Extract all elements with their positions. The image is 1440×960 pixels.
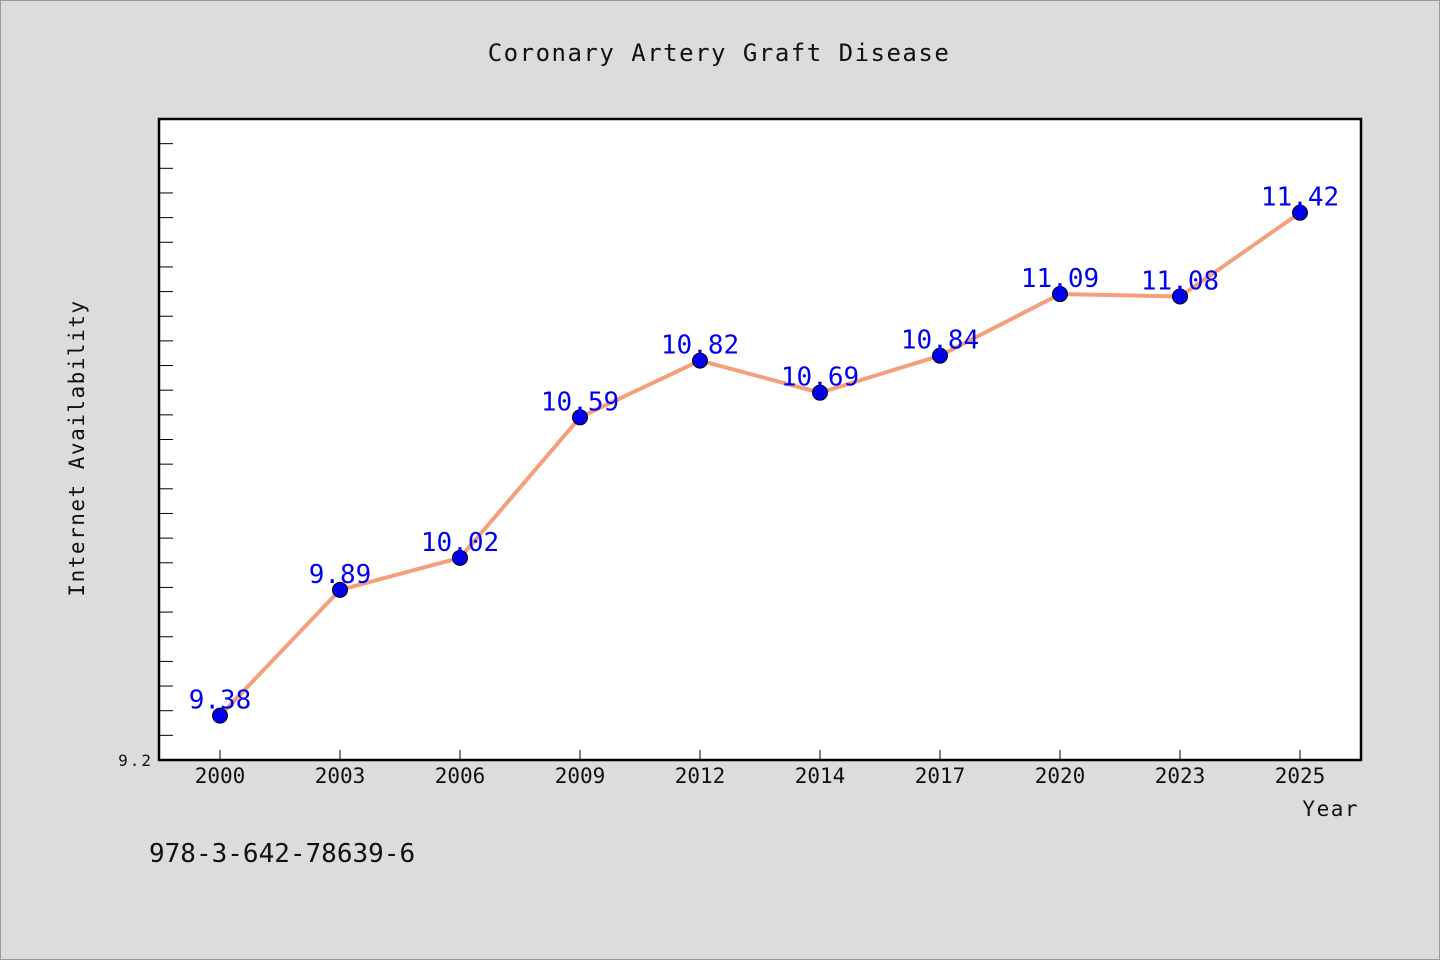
y-axis-ticks: 9.2 [118,143,173,770]
data-label: 10.82 [661,331,739,361]
footer-isbn: 978-3-642-78639-6 [149,839,415,869]
data-point [1052,286,1068,303]
x-tick-label: 2012 [675,764,726,788]
y-axis-label: Internet Availability [65,299,89,596]
data-point [692,352,708,369]
chart-title: Coronary Artery Graft Disease [488,39,951,67]
data-label: 9.38 [189,686,252,716]
x-tick-label: 2025 [1275,764,1326,788]
data-point [1172,288,1188,305]
x-tick-label: 2009 [555,764,606,788]
data-markers [212,204,1308,724]
data-point [572,409,588,426]
x-tick-label: 2003 [315,764,366,788]
series-line [218,211,1302,718]
data-label: 10.69 [781,363,859,393]
data-label: 11.42 [1261,183,1339,213]
data-label: 10.84 [901,326,979,356]
plot-area [157,117,1363,762]
x-tick-label: 2006 [435,764,486,788]
data-label: 11.09 [1021,264,1099,294]
x-tick-label: 2020 [1035,764,1086,788]
data-point [932,347,948,364]
data-point [452,549,468,566]
x-axis-ticks: 2000 2003 2006 2009 2012 2014 2017 2020 2023 2025 [195,750,1326,788]
x-tick-label: 2017 [915,764,966,788]
x-tick-label: 2000 [195,764,246,788]
data-point [332,581,348,598]
x-tick-label: 2014 [795,764,846,788]
x-tick-label: 2023 [1155,764,1206,788]
data-label: 11.08 [1141,267,1219,297]
data-label: 10.59 [541,387,619,417]
data-label: 10.02 [421,528,499,558]
data-point [212,707,228,724]
data-label: 9.89 [309,560,372,590]
data-point [1292,204,1308,221]
data-point [812,384,828,401]
data-labels: 9.38 9.89 10.02 10.59 10.82 10.69 10.84 11.09 11… [189,183,1339,716]
y-tick-label: 9.2 [118,751,153,770]
x-axis-label: Year [1302,797,1359,821]
